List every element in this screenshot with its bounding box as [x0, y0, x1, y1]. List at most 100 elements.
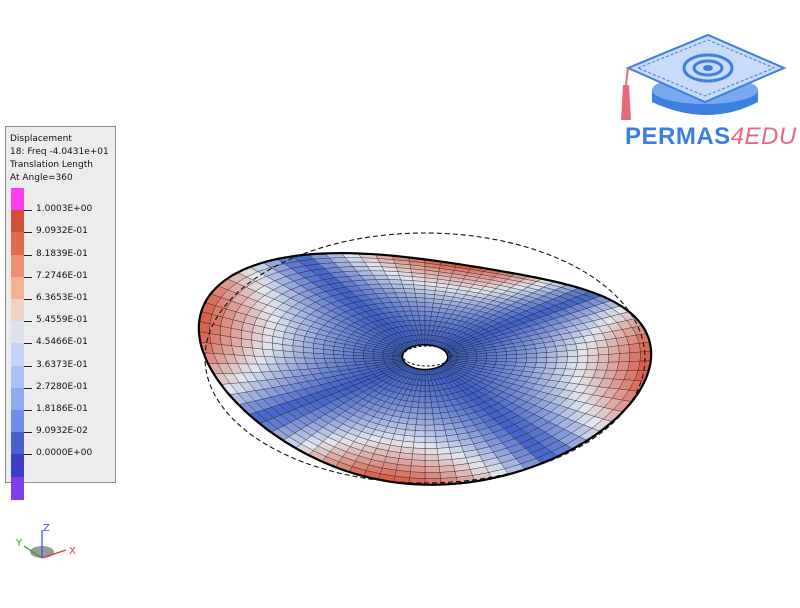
mesh-element: [406, 297, 417, 303]
legend-swatch: [11, 210, 24, 234]
mesh-element: [434, 430, 447, 437]
mesh-element: [424, 472, 441, 479]
legend-value: 8.1839E-01: [36, 248, 88, 259]
mesh-element: [595, 362, 609, 371]
mesh-element: [424, 391, 431, 397]
undeformed-hole-outline: [402, 345, 452, 367]
mesh-element: [629, 351, 641, 362]
mesh-element: [433, 418, 444, 426]
mesh-element: [424, 306, 433, 312]
mesh-element: [545, 346, 558, 353]
mesh-element: [424, 436, 437, 443]
mesh-element: [618, 344, 631, 354]
mesh-element: [424, 402, 433, 409]
mesh-element: [496, 351, 507, 356]
legend-tick: [24, 299, 32, 300]
mesh-element: [370, 270, 387, 276]
mesh-element: [292, 351, 305, 359]
mesh-element: [436, 447, 451, 455]
mesh-element: [515, 349, 527, 355]
mesh-element: [566, 349, 578, 357]
mesh-element: [410, 459, 426, 467]
mesh-element: [546, 356, 558, 363]
legend-frequency: 18: Freq -4.0431e+01: [10, 147, 109, 157]
legend-value: 3.6373E-01: [36, 359, 88, 370]
brand-part-4edu: 4EDU: [730, 123, 797, 150]
mesh-element: [577, 348, 589, 357]
legend-tick: [24, 210, 32, 212]
mesh-element: [437, 453, 453, 461]
axis-label-z: Z: [43, 523, 50, 534]
legend-value: 6.3653E-01: [36, 293, 88, 303]
mesh-element: [424, 385, 430, 392]
mesh-element: [536, 352, 548, 358]
legend-value: 2.7280E-01: [36, 381, 88, 392]
mesh-element: [410, 465, 426, 473]
mesh-element: [388, 279, 403, 285]
mesh-element: [535, 347, 548, 354]
mesh-element: [364, 261, 383, 267]
mesh-element: [344, 361, 357, 366]
mesh-element: [417, 310, 426, 316]
mesh-element: [373, 358, 384, 361]
mesh-element: [439, 465, 456, 473]
mesh-element: [536, 357, 548, 363]
mesh-element: [414, 293, 426, 299]
legend-tick: [24, 410, 32, 411]
legend-swatch: [11, 299, 24, 322]
mesh-element: [566, 356, 578, 363]
mesh-element: [505, 350, 517, 356]
mesh-element: [597, 354, 610, 363]
mesh-element: [424, 407, 433, 414]
mesh-element: [409, 471, 426, 479]
mesh-element: [413, 436, 426, 443]
mesh-element: [424, 448, 438, 455]
mesh-element: [403, 288, 416, 294]
legend-tick: [24, 365, 32, 367]
mesh-element: [314, 358, 326, 364]
mesh-element: [282, 350, 295, 358]
mesh-element: [607, 345, 620, 355]
mesh-element: [417, 306, 426, 312]
mesh-element: [565, 343, 578, 351]
mesh-element: [556, 356, 568, 363]
mesh-element: [424, 424, 436, 432]
mesh-element: [302, 352, 315, 359]
mesh-element: [419, 320, 426, 326]
mesh-element: [418, 396, 426, 403]
mesh-element: [486, 352, 497, 356]
legend-swatch: [11, 232, 24, 256]
legend-tick: [24, 432, 32, 434]
mesh-element: [556, 350, 568, 358]
brand-wordmark: PERMAS4EDU: [625, 123, 797, 151]
mesh-element: [420, 324, 426, 331]
mesh-element: [417, 407, 426, 414]
mesh-element: [394, 292, 407, 298]
mesh-element: [390, 283, 404, 289]
legend-value: 0.0000E+00: [36, 448, 93, 459]
mesh-element: [534, 362, 547, 369]
legend-swatch: [11, 321, 24, 345]
legend-value: 1.8186E-01: [36, 404, 88, 414]
mesh-element: [412, 447, 426, 455]
legend-swatch: [11, 432, 24, 456]
mesh-element: [546, 351, 558, 358]
legend-tick: [24, 232, 32, 234]
axis-label-y: Y: [15, 538, 23, 549]
mesh-element: [432, 412, 443, 420]
deformed-plate-mesh: [197, 251, 653, 486]
legend-swatch: [11, 254, 24, 278]
mesh-element: [407, 301, 418, 307]
mesh-element: [404, 429, 416, 437]
axis-label-x: X: [69, 546, 76, 557]
mesh-element: [505, 358, 517, 363]
mesh-element: [415, 297, 426, 303]
legend-swatch: [11, 476, 24, 500]
mesh-element: [627, 360, 641, 371]
legend-tick: [24, 454, 32, 456]
displacement-legend: Displacement 18: Freq -4.0431e+01 Transl…: [5, 126, 116, 500]
mesh-element: [424, 442, 438, 449]
mesh-element: [525, 348, 537, 354]
legend-tick: [24, 321, 32, 323]
